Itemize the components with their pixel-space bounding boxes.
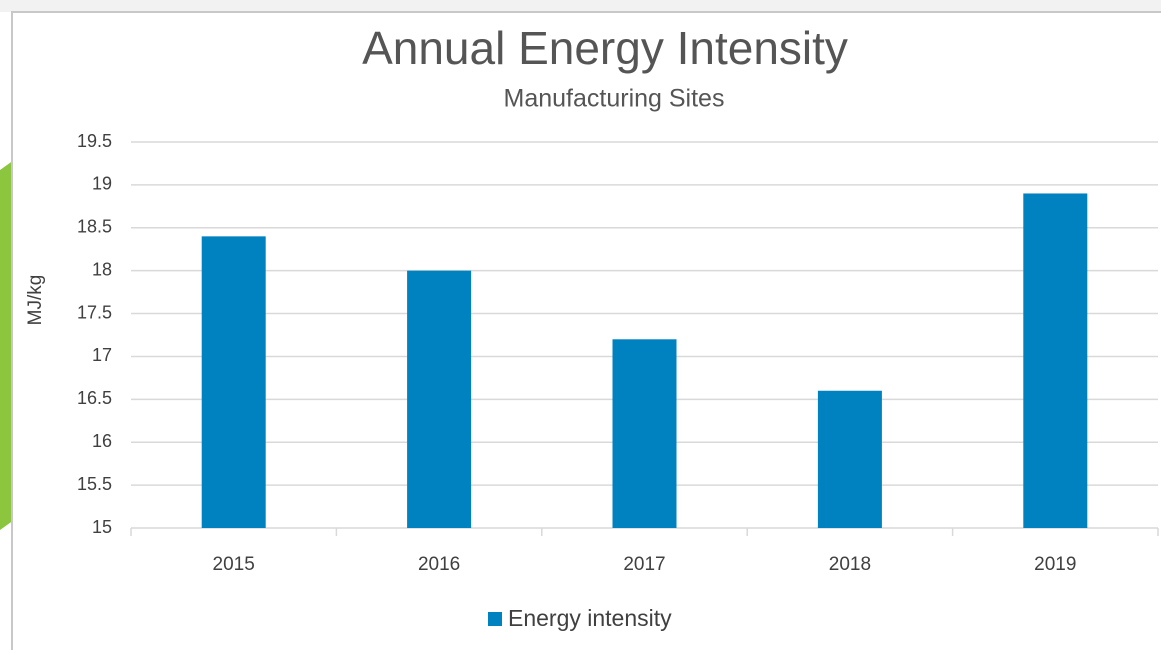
- bar: [407, 270, 472, 528]
- y-tick-label: 16: [92, 431, 112, 451]
- bar: [1023, 193, 1088, 528]
- decor: [0, 0, 1161, 12]
- x-tick-label: 2017: [623, 554, 665, 575]
- chart-title: Annual Energy Intensity: [362, 22, 848, 74]
- y-tick-label: 19.5: [77, 131, 112, 151]
- y-tick-label: 18.5: [77, 217, 112, 237]
- y-tick-label: 19: [92, 174, 112, 194]
- y-tick-label: 15.5: [77, 474, 112, 494]
- y-tick-label: 17.5: [77, 302, 112, 322]
- decor: [0, 160, 14, 530]
- chart-subtitle: Manufacturing Sites: [504, 85, 725, 113]
- legend-label: Energy intensity: [508, 605, 672, 631]
- y-axis-label: MJ/kg: [25, 275, 46, 326]
- legend-swatch: [488, 612, 502, 626]
- bar: [201, 236, 266, 528]
- y-tick-label: 15: [92, 517, 112, 537]
- y-tick-label: 18: [92, 259, 112, 279]
- x-tick-label: 2018: [829, 554, 871, 575]
- bar: [612, 339, 677, 528]
- y-tick-label: 17: [92, 345, 112, 365]
- x-tick-label: 2016: [418, 554, 460, 575]
- x-tick-label: 2015: [213, 554, 255, 575]
- bar: [817, 390, 882, 528]
- y-tick-label: 16.5: [77, 388, 112, 408]
- x-tick-label: 2019: [1034, 554, 1076, 575]
